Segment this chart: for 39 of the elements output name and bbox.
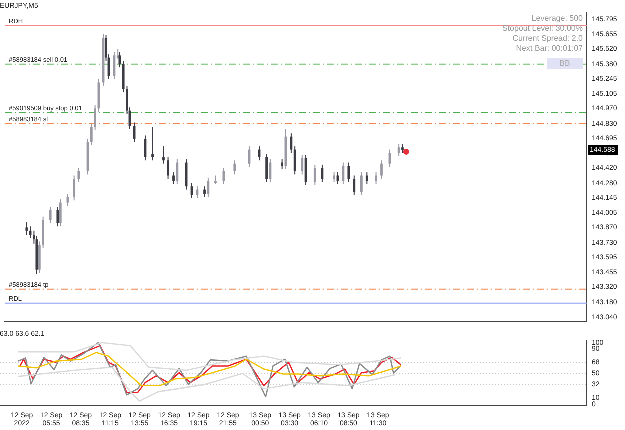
candlestick <box>290 133 293 154</box>
candlestick <box>266 154 268 183</box>
annotation: Current Spread: 2.0 <box>512 34 583 44</box>
candlestick <box>360 172 363 196</box>
candlestick <box>204 186 206 198</box>
candlestick <box>222 168 226 185</box>
candlestick <box>90 123 93 146</box>
candlestick <box>314 164 316 186</box>
candlestick <box>348 162 350 183</box>
candlestick <box>26 222 28 236</box>
candlestick <box>49 206 52 224</box>
candlestick <box>162 146 165 164</box>
annotation: Next Bar: 00:01:07 <box>515 44 583 54</box>
candlestick <box>234 160 236 176</box>
candlestick <box>167 156 170 180</box>
candlestick <box>380 160 383 180</box>
candlestick <box>301 154 304 176</box>
candlestick <box>66 194 70 207</box>
annotation: Stopout Level: 30.00% <box>502 24 583 34</box>
annotation: Leverage: 500 <box>530 14 583 24</box>
candlestick <box>281 159 284 170</box>
candlestick <box>94 104 97 131</box>
candlestick <box>56 206 60 228</box>
candlestick <box>333 172 336 183</box>
candlestick <box>207 177 210 198</box>
candlestick <box>342 162 345 185</box>
candlestick <box>172 172 175 185</box>
candlestick <box>78 168 80 183</box>
candlestick <box>118 52 122 68</box>
candlestick <box>59 199 62 228</box>
candlestick <box>353 175 356 196</box>
candlestick <box>294 146 296 176</box>
candlestick <box>176 159 179 185</box>
candlestick <box>152 126 154 162</box>
candlestick <box>73 175 76 202</box>
candlestick <box>375 172 378 185</box>
annotation: BB <box>547 58 583 69</box>
candlestick <box>398 144 400 157</box>
candlestick <box>366 172 368 185</box>
